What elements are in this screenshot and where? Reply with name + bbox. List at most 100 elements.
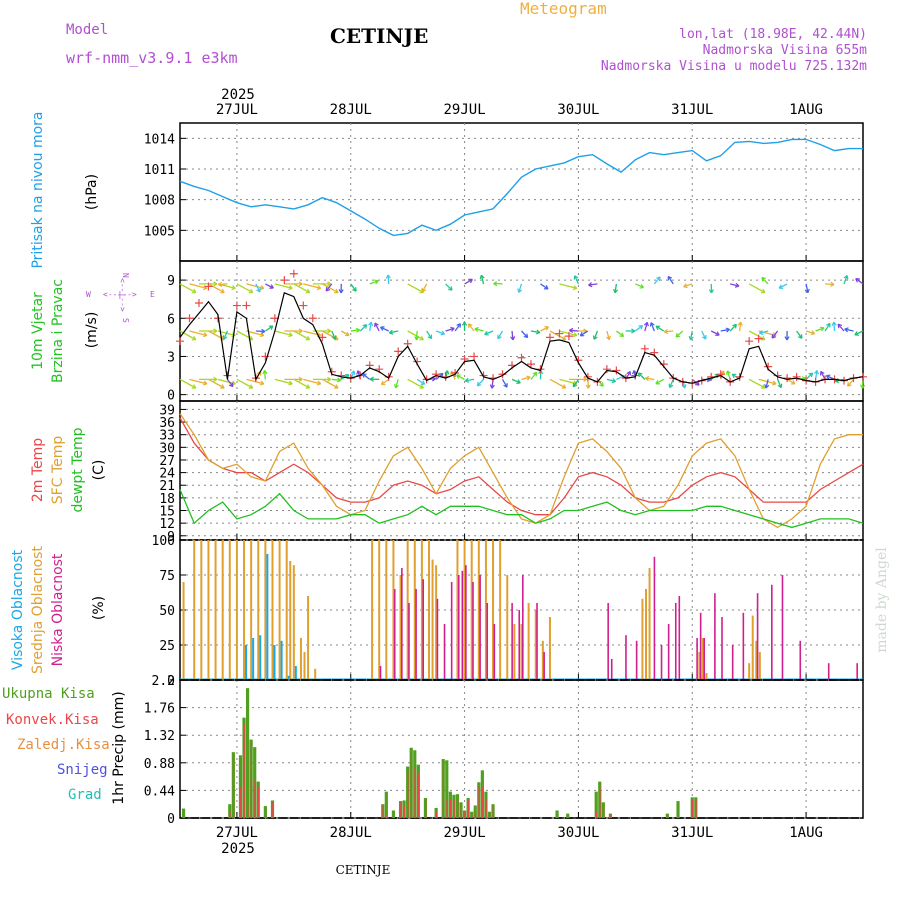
- cloud-low-bar: [422, 579, 424, 680]
- cloud-low-bar: [436, 598, 439, 680]
- bottom-day-label: 29JUL: [444, 825, 486, 841]
- wind-arrow: [844, 328, 854, 332]
- wind-arrow: [635, 283, 644, 289]
- wind-arrowhead: [778, 284, 784, 289]
- wind-arrowhead: [808, 372, 814, 378]
- cloud-ytick-label: 25: [159, 639, 175, 654]
- wind-arrowhead: [638, 324, 644, 330]
- wind-gust-marker: [555, 329, 564, 338]
- wind-arrowhead: [561, 384, 567, 389]
- temp-ytick-label: 18: [159, 492, 175, 507]
- wind-arrowhead: [380, 380, 386, 386]
- wind-arrow: [476, 378, 485, 387]
- wind-arrow: [540, 283, 549, 290]
- wind-arrow: [833, 321, 836, 332]
- wind-arrow: [407, 283, 424, 294]
- wind-arrowhead: [336, 377, 342, 383]
- wind-arrowhead: [374, 279, 379, 285]
- wind-arrow: [474, 328, 484, 332]
- wind-arrowhead: [191, 384, 197, 389]
- wind-arrowhead: [338, 289, 344, 294]
- wind-arrowhead: [456, 374, 461, 379]
- wind-arrow: [321, 378, 339, 389]
- wind-arrow: [325, 283, 333, 292]
- wind-arrow: [847, 378, 855, 387]
- wind-ylabel-sub: Brzina i Pravac: [50, 279, 66, 383]
- wind-arrowhead: [831, 321, 837, 326]
- wind-arrowhead: [631, 328, 636, 334]
- wind-arrow: [497, 330, 504, 340]
- wind-gust-marker: [498, 370, 507, 379]
- wind-arrowhead: [269, 284, 274, 289]
- cloud-mid-ylabel: Srednja Oblacnost: [30, 546, 46, 674]
- wind-arrowhead: [298, 376, 303, 382]
- cloud-low-bar: [511, 603, 513, 680]
- wind-arrowhead: [259, 380, 265, 386]
- wind-arrow: [655, 325, 665, 332]
- wind-arrowhead: [316, 285, 322, 291]
- wind-arrow: [730, 283, 740, 287]
- precip-ytick-label: 0: [167, 812, 175, 827]
- wind-arrowhead: [440, 330, 446, 336]
- wind-arrowhead: [288, 285, 293, 291]
- wind-arrow: [710, 330, 720, 336]
- wind-arrow: [374, 322, 380, 332]
- precip-ytick-label: 0.44: [144, 784, 175, 799]
- cloud-mid-bar: [548, 617, 551, 680]
- precip-ytick-label: 1.76: [144, 702, 175, 717]
- wind-arrow: [824, 323, 831, 332]
- precip-conv-bar: [460, 808, 462, 818]
- wind-arrow: [855, 278, 864, 285]
- cloud-mid-bar: [413, 540, 416, 680]
- wind-arrowhead: [503, 383, 508, 388]
- wind-arrowhead: [543, 285, 549, 290]
- pressure-line: [179, 138, 863, 237]
- wind-arrowhead: [683, 283, 688, 289]
- wind-arrowhead: [725, 327, 730, 333]
- wind-arrowhead: [479, 274, 485, 280]
- wind-arrow: [511, 330, 514, 341]
- wind-arrowhead: [656, 276, 661, 282]
- wind-arrowhead: [331, 335, 337, 340]
- cloud-mid-bar: [499, 540, 502, 680]
- precip-conv-bar: [400, 802, 402, 818]
- wind-arrowhead: [248, 288, 254, 294]
- sfc-ylabel: SFC Temp: [50, 436, 66, 505]
- wind-arrowhead: [843, 274, 849, 280]
- wind-arrowhead: [777, 383, 783, 389]
- wind-arrowhead: [606, 335, 611, 341]
- temp-ytick-label: 30: [159, 441, 175, 456]
- precip-conv-bar: [425, 799, 427, 818]
- cloud-mid-bar: [385, 540, 388, 680]
- precip-conv-bar: [602, 805, 605, 818]
- precip-legend-item: Grad: [68, 787, 102, 803]
- temp-ytick-label: 15: [159, 505, 175, 520]
- wind-gust-marker: [612, 366, 621, 375]
- wind-gust-marker: [564, 332, 573, 341]
- cloud-mid-bar: [271, 540, 274, 680]
- cloud-mid-bar: [200, 540, 203, 680]
- wind-arrow: [208, 378, 225, 389]
- wind-arrow: [359, 324, 368, 332]
- cloud-mid-bar: [705, 673, 708, 680]
- wind-arrowhead: [325, 286, 331, 292]
- cloud-low-bar: [625, 635, 627, 680]
- precip-conv-bar: [250, 742, 252, 818]
- cloud-ytick-label: 0: [167, 674, 175, 689]
- wind-arrowhead: [760, 335, 766, 341]
- cloud-ytick-label: 50: [159, 604, 175, 619]
- wind-arrow: [634, 325, 643, 332]
- precip-conv-bar: [695, 799, 697, 818]
- wind-arrow: [653, 276, 661, 285]
- wind-arrowhead: [701, 335, 707, 340]
- top-day-label: 29JUL: [444, 102, 486, 118]
- wind-arrowhead: [667, 275, 673, 281]
- precip-conv-bar: [240, 786, 242, 818]
- wind-arrow: [667, 276, 674, 285]
- wind-gust-marker: [185, 314, 194, 323]
- cloud-mid-bar: [292, 565, 295, 680]
- cloud-low-bar: [415, 589, 417, 680]
- cloud-mid-bar: [541, 640, 544, 680]
- cloud-mid-bar: [534, 610, 537, 680]
